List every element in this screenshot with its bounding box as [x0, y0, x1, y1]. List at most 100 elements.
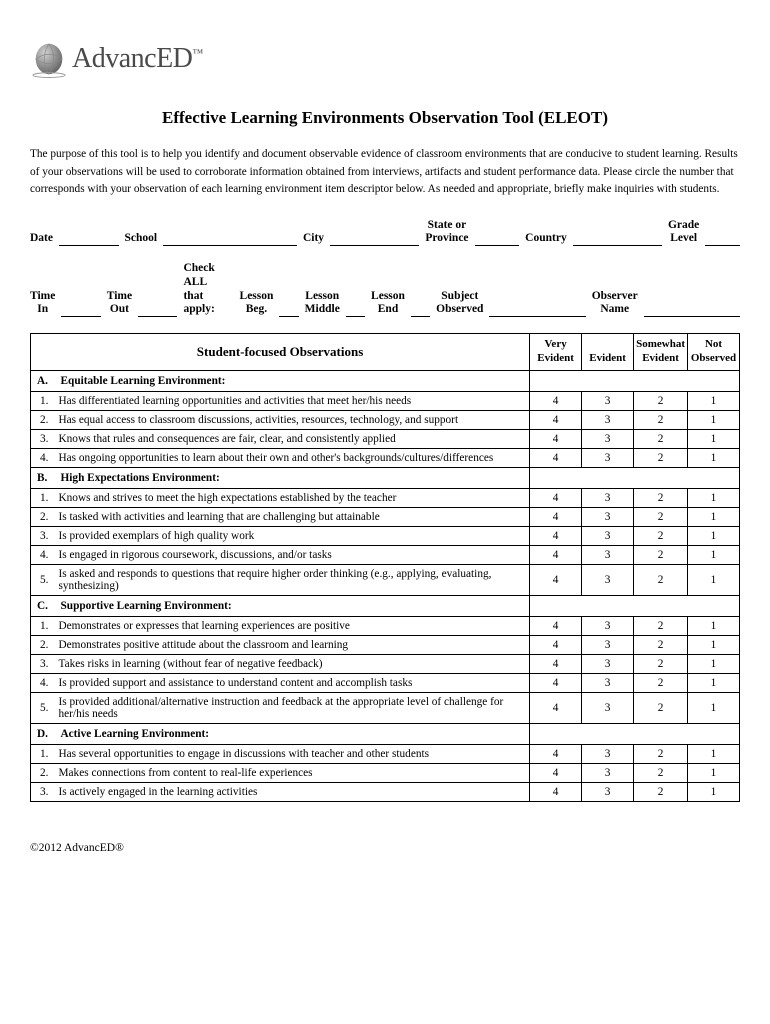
rating-cell[interactable]: 3	[582, 616, 634, 635]
rating-cell[interactable]: 3	[582, 391, 634, 410]
label-check-all: Check ALL that apply:	[183, 262, 233, 317]
item-number: 3.	[31, 654, 55, 673]
rating-cell[interactable]: 3	[582, 673, 634, 692]
input-lesson-end[interactable]	[411, 303, 430, 317]
item-number: 3.	[31, 782, 55, 801]
rating-cell[interactable]: 4	[530, 448, 582, 467]
rating-cell[interactable]: 3	[582, 526, 634, 545]
rating-cell[interactable]: 3	[582, 744, 634, 763]
rating-cell[interactable]: 3	[582, 635, 634, 654]
rating-cell[interactable]: 4	[530, 692, 582, 723]
item-number: 1.	[31, 616, 55, 635]
rating-cell[interactable]: 4	[530, 564, 582, 595]
rating-cell[interactable]: 1	[688, 564, 740, 595]
rating-cell[interactable]: 1	[688, 448, 740, 467]
rating-cell[interactable]: 3	[582, 410, 634, 429]
rating-cell[interactable]: 3	[582, 692, 634, 723]
item-desc: Is provided additional/alternative instr…	[55, 692, 530, 723]
input-time-in[interactable]	[61, 303, 100, 317]
rating-cell[interactable]: 1	[688, 635, 740, 654]
rating-cell[interactable]: 3	[582, 782, 634, 801]
rating-cell[interactable]: 4	[530, 744, 582, 763]
rating-cell[interactable]: 1	[688, 673, 740, 692]
rating-cell[interactable]: 3	[582, 545, 634, 564]
rating-cell[interactable]: 2	[634, 488, 688, 507]
rating-cell[interactable]: 1	[688, 526, 740, 545]
rating-cell[interactable]: 2	[634, 692, 688, 723]
rating-cell[interactable]: 1	[688, 782, 740, 801]
rating-cell[interactable]: 1	[688, 507, 740, 526]
rating-cell[interactable]: 1	[688, 692, 740, 723]
rating-cell[interactable]: 3	[582, 507, 634, 526]
rating-cell[interactable]: 1	[688, 654, 740, 673]
table-row: 1.Demonstrates or expresses that learnin…	[31, 616, 740, 635]
rating-cell[interactable]: 4	[530, 391, 582, 410]
rating-cell[interactable]: 4	[530, 507, 582, 526]
rating-cell[interactable]: 4	[530, 545, 582, 564]
rating-cell[interactable]: 3	[582, 763, 634, 782]
rating-cell[interactable]: 2	[634, 410, 688, 429]
rating-cell[interactable]: 3	[582, 448, 634, 467]
rating-cell[interactable]: 3	[582, 488, 634, 507]
table-row: 5.Is asked and responds to questions tha…	[31, 564, 740, 595]
rating-cell[interactable]: 2	[634, 635, 688, 654]
rating-cell[interactable]: 2	[634, 763, 688, 782]
rating-cell[interactable]: 4	[530, 429, 582, 448]
rating-cell[interactable]: 2	[634, 448, 688, 467]
rating-cell[interactable]: 1	[688, 429, 740, 448]
section-blank	[530, 595, 740, 616]
rating-cell[interactable]: 1	[688, 616, 740, 635]
rating-cell[interactable]: 2	[634, 429, 688, 448]
rating-cell[interactable]: 2	[634, 545, 688, 564]
input-city[interactable]	[330, 232, 419, 246]
rating-cell[interactable]: 2	[634, 564, 688, 595]
input-time-out[interactable]	[138, 303, 177, 317]
rating-cell[interactable]: 4	[530, 673, 582, 692]
rating-cell[interactable]: 3	[582, 429, 634, 448]
rating-cell[interactable]: 4	[530, 410, 582, 429]
rating-cell[interactable]: 1	[688, 744, 740, 763]
item-number: 2.	[31, 410, 55, 429]
rating-cell[interactable]: 4	[530, 763, 582, 782]
rating-cell[interactable]: 2	[634, 526, 688, 545]
table-main-head: Student-focused Observations	[31, 334, 530, 371]
rating-cell[interactable]: 3	[582, 564, 634, 595]
rating-cell[interactable]: 1	[688, 545, 740, 564]
fields-row-1: Date School City State or Province Count…	[30, 219, 740, 247]
rating-cell[interactable]: 2	[634, 673, 688, 692]
input-observer[interactable]	[644, 303, 740, 317]
item-number: 2.	[31, 507, 55, 526]
rating-cell[interactable]: 4	[530, 488, 582, 507]
rating-cell[interactable]: 2	[634, 782, 688, 801]
input-grade[interactable]	[705, 232, 740, 246]
rating-cell[interactable]: 2	[634, 391, 688, 410]
item-number: 4.	[31, 545, 55, 564]
section-title: High Expectations Environment:	[55, 467, 530, 488]
input-date[interactable]	[59, 232, 119, 246]
rating-cell[interactable]: 3	[582, 654, 634, 673]
rating-cell[interactable]: 4	[530, 654, 582, 673]
input-lesson-beg[interactable]	[279, 303, 298, 317]
label-date: Date	[30, 232, 53, 246]
rating-cell[interactable]: 1	[688, 488, 740, 507]
input-country[interactable]	[573, 232, 662, 246]
input-school[interactable]	[163, 232, 297, 246]
rating-cell[interactable]: 2	[634, 744, 688, 763]
input-lesson-mid[interactable]	[346, 303, 365, 317]
input-subject[interactable]	[489, 303, 585, 317]
rating-cell[interactable]: 1	[688, 391, 740, 410]
section-title: Active Learning Environment:	[55, 723, 530, 744]
input-state[interactable]	[475, 232, 520, 246]
rating-cell[interactable]: 2	[634, 507, 688, 526]
rating-cell[interactable]: 4	[530, 616, 582, 635]
rating-cell[interactable]: 4	[530, 635, 582, 654]
rating-cell[interactable]: 2	[634, 654, 688, 673]
item-number: 1.	[31, 391, 55, 410]
rating-cell[interactable]: 1	[688, 410, 740, 429]
label-lesson-mid: Lesson Middle	[305, 290, 340, 318]
rating-cell[interactable]: 4	[530, 782, 582, 801]
rating-cell[interactable]: 1	[688, 763, 740, 782]
rating-cell[interactable]: 2	[634, 616, 688, 635]
table-row: 4.Has ongoing opportunities to learn abo…	[31, 448, 740, 467]
rating-cell[interactable]: 4	[530, 526, 582, 545]
